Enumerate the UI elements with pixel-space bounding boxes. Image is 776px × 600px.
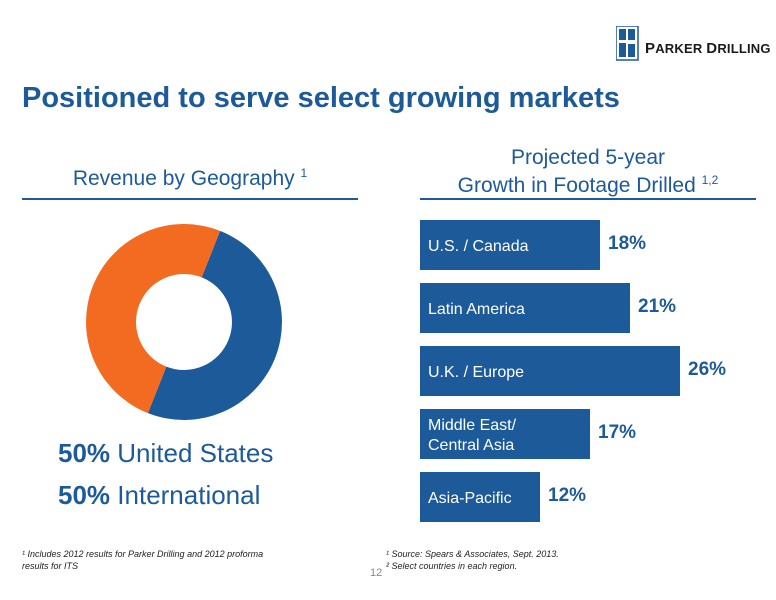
bar-value-label-middle-east-central-asia: 17% xyxy=(598,422,636,443)
bar-value-label-u-s-canada: 18% xyxy=(608,233,646,254)
share-us-label: United States xyxy=(117,438,274,468)
share-intl-label: International xyxy=(117,480,261,510)
right-heading-rule xyxy=(420,198,756,200)
footnote-left: ¹ Includes 2012 results for Parker Drill… xyxy=(22,548,263,572)
revenue-heading-text: Revenue by Geography xyxy=(72,167,295,190)
share-us-pct: 50% xyxy=(58,438,111,468)
page-title: Positioned to serve select growing marke… xyxy=(22,82,620,114)
revenue-heading-footnote-ref: 1 xyxy=(300,166,308,180)
footnote-right: ¹ Source: Spears & Associates, Sept. 201… xyxy=(386,548,559,572)
footnote-left-line1: ¹ Includes 2012 results for Parker Drill… xyxy=(22,549,264,559)
bar-value-label-asia-pacific: 12% xyxy=(548,485,586,506)
bar-latin-america xyxy=(420,283,630,333)
growth-heading-footnote-ref: 1,2 xyxy=(701,173,719,187)
share-intl-pct: 50% xyxy=(58,480,111,510)
donut-slice-united-states xyxy=(147,230,282,420)
share-international: 50% International xyxy=(58,480,260,511)
bar-category-label-u-k-europe: U.K. / Europe xyxy=(428,364,524,381)
donut-slice-international xyxy=(86,224,221,414)
bar-u-k-europe xyxy=(420,346,680,396)
bar-category-label-asia-pacific: Asia-Pacific xyxy=(428,490,512,507)
share-united-states: 50% United States xyxy=(58,438,273,469)
bar-category-label-u-s-canada: U.S. / Canada xyxy=(428,238,529,255)
footnote-right-line1: ¹ Source: Spears & Associates, Sept. 201… xyxy=(386,549,559,559)
bar-value-label-u-k-europe: 26% xyxy=(688,359,726,380)
bar-category-label-latin-america: Latin America xyxy=(428,301,525,318)
logo-wordmark: PARKER DRILLING xyxy=(645,40,771,57)
bar-value-label-latin-america: 21% xyxy=(638,296,676,317)
revenue-donut-chart xyxy=(86,224,282,420)
growth-heading: Projected 5-year Growth in Footage Drill… xyxy=(420,144,756,200)
growth-heading-line1: Projected 5-year xyxy=(510,146,666,169)
bar-middle-east-central-asia xyxy=(420,409,590,459)
footnote-left-line2: results for ITS xyxy=(22,561,79,571)
left-heading-rule xyxy=(22,198,358,200)
bar-category-label-middle-east-central-asia: Middle East/Central Asia xyxy=(428,417,517,454)
parker-drilling-logo xyxy=(616,26,639,61)
bar-u-s-canada xyxy=(420,220,600,270)
revenue-heading: Revenue by Geography 1 xyxy=(22,167,358,191)
bar-asia-pacific xyxy=(420,472,540,522)
growth-heading-line2-text: Growth in Footage Drilled xyxy=(457,174,696,197)
growth-heading-line2: Growth in Footage Drilled 1,2 xyxy=(420,172,756,200)
footnote-right-line2: ² Select countries in each region. xyxy=(386,561,518,571)
page-number: 12 xyxy=(370,567,383,579)
